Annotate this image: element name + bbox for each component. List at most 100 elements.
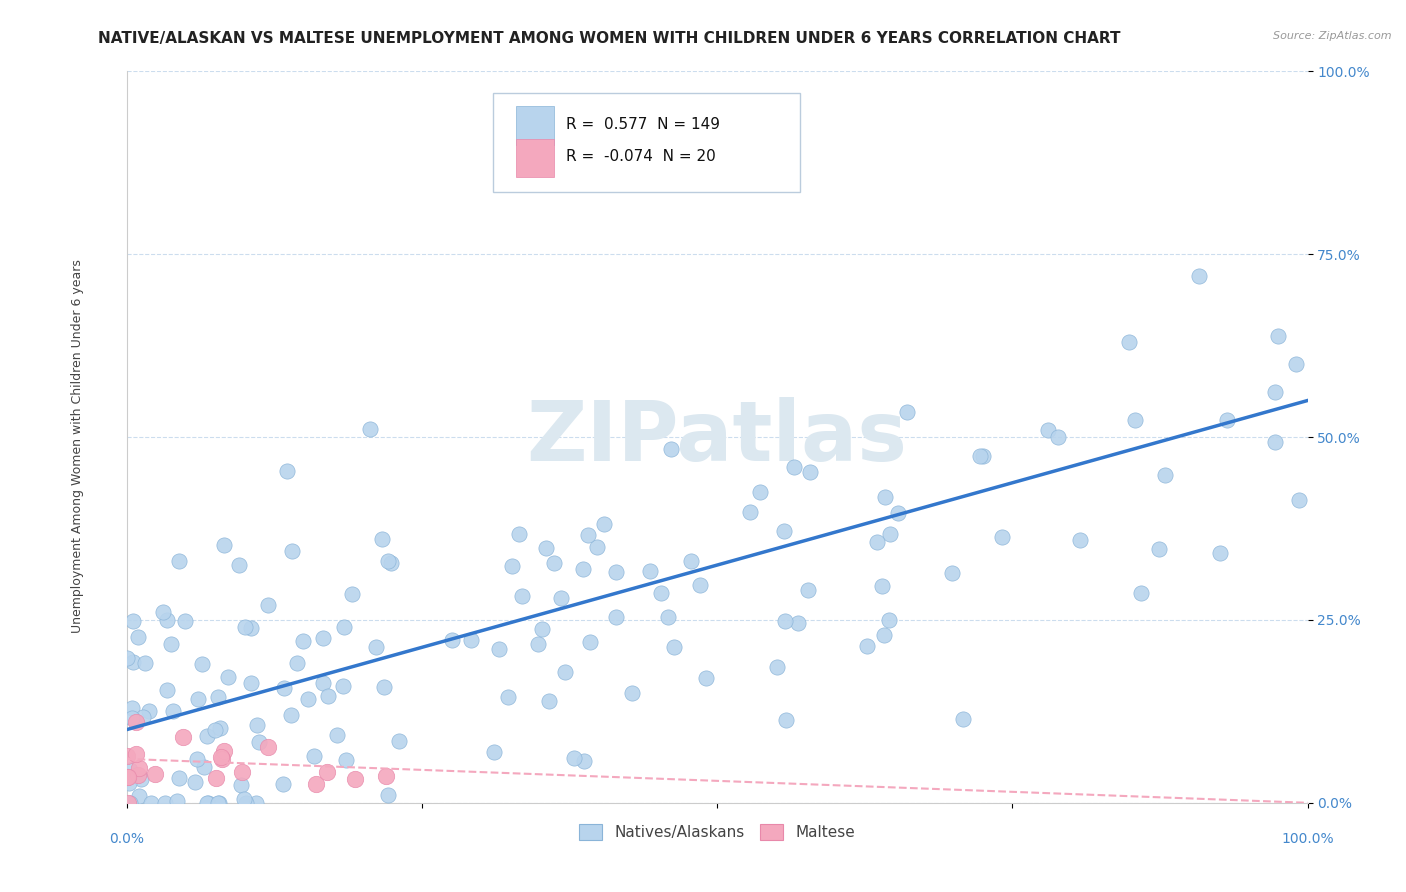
Point <box>586 540 609 554</box>
Point <box>122 614 145 628</box>
Point <box>312 676 335 690</box>
Point <box>344 772 367 786</box>
Point <box>554 665 576 680</box>
Point <box>1154 467 1177 482</box>
Point <box>141 796 163 810</box>
Point <box>169 772 191 786</box>
Point <box>388 734 411 748</box>
Text: 100.0%: 100.0% <box>1281 832 1334 846</box>
FancyBboxPatch shape <box>492 94 800 192</box>
Point <box>572 754 595 768</box>
Point <box>1149 541 1171 556</box>
Point <box>197 796 219 810</box>
Point <box>195 796 218 810</box>
Point <box>156 613 179 627</box>
Point <box>191 657 214 671</box>
Point <box>115 749 138 764</box>
Point <box>276 463 298 477</box>
Point <box>543 556 565 570</box>
Point <box>887 506 910 520</box>
Point <box>332 679 354 693</box>
Point <box>138 704 160 718</box>
Point <box>132 710 155 724</box>
Point <box>1130 586 1153 600</box>
Point <box>257 599 280 613</box>
Point <box>153 796 176 810</box>
Point <box>128 789 150 803</box>
Point <box>550 591 572 605</box>
Point <box>160 637 183 651</box>
Point <box>156 682 179 697</box>
Point <box>326 728 349 742</box>
Text: Unemployment Among Women with Children Under 6 years: Unemployment Among Women with Children U… <box>70 259 84 633</box>
Point <box>508 526 530 541</box>
Point <box>1216 413 1239 427</box>
Point <box>117 770 139 784</box>
Point <box>209 750 232 764</box>
Point <box>134 656 156 670</box>
Point <box>212 538 235 552</box>
Point <box>873 490 896 504</box>
Point <box>204 723 226 737</box>
Point <box>1209 546 1232 560</box>
Point <box>605 565 627 579</box>
Point <box>576 528 599 542</box>
Legend: Natives/Alaskans, Maltese: Natives/Alaskans, Maltese <box>574 818 860 847</box>
Point <box>659 442 682 456</box>
Point <box>375 769 398 783</box>
Point <box>120 796 142 810</box>
Point <box>240 675 263 690</box>
Point <box>896 404 918 418</box>
Point <box>482 746 505 760</box>
Point <box>657 610 679 624</box>
Point <box>873 628 896 642</box>
Point <box>235 796 257 810</box>
Point <box>689 578 711 592</box>
Point <box>228 558 250 572</box>
Point <box>121 700 143 714</box>
Point <box>650 586 672 600</box>
Point <box>128 761 150 775</box>
Point <box>1284 357 1306 371</box>
Point <box>695 671 717 685</box>
Point <box>281 543 304 558</box>
Text: Source: ZipAtlas.com: Source: ZipAtlas.com <box>1274 31 1392 41</box>
Point <box>173 614 195 628</box>
Point <box>232 792 254 806</box>
Point <box>316 764 339 779</box>
Point <box>969 449 991 463</box>
Point <box>304 749 326 764</box>
Point <box>1069 533 1091 547</box>
Point <box>121 711 143 725</box>
Point <box>195 730 218 744</box>
Point <box>271 776 294 790</box>
Point <box>1264 385 1286 400</box>
Point <box>783 460 806 475</box>
Point <box>207 796 229 810</box>
Point <box>537 694 560 708</box>
Point <box>166 794 188 808</box>
Point <box>865 535 887 549</box>
Point <box>879 527 901 541</box>
Point <box>233 620 256 634</box>
Point <box>152 605 174 619</box>
Point <box>245 796 267 810</box>
Point <box>952 713 974 727</box>
Point <box>501 558 523 573</box>
Point <box>765 660 787 674</box>
Point <box>1264 434 1286 449</box>
Point <box>208 796 231 810</box>
Point <box>193 760 215 774</box>
FancyBboxPatch shape <box>516 138 554 177</box>
Point <box>531 622 554 636</box>
Point <box>247 735 270 749</box>
Point <box>991 530 1014 544</box>
Point <box>620 686 643 700</box>
Point <box>679 554 702 568</box>
Point <box>162 705 184 719</box>
Point <box>127 768 149 782</box>
Point <box>125 714 148 729</box>
Point <box>498 690 520 705</box>
Point <box>377 788 399 802</box>
Point <box>773 615 796 629</box>
